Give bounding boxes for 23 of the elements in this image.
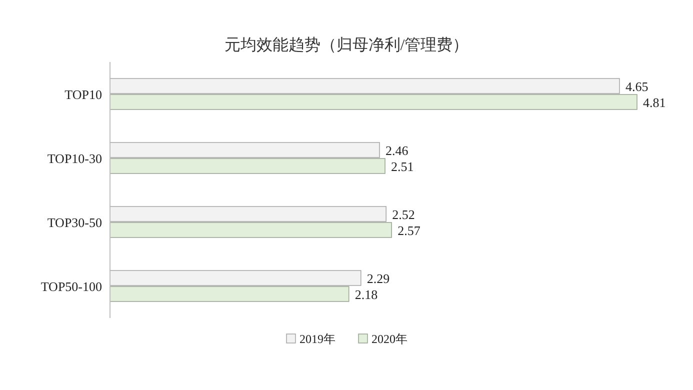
data-label: 2.46 bbox=[386, 143, 409, 158]
bar bbox=[110, 94, 638, 110]
data-label: 4.81 bbox=[643, 95, 666, 110]
y-tick-label: TOP30-50 bbox=[47, 215, 102, 230]
y-tick-label: TOP10-30 bbox=[47, 151, 102, 166]
legend-label: 2019年 bbox=[300, 332, 336, 346]
data-label: 2.57 bbox=[398, 223, 421, 238]
bar bbox=[110, 286, 350, 302]
bar bbox=[110, 158, 386, 174]
chart-title: 元均效能趋势（归母净利/管理费） bbox=[224, 36, 469, 54]
data-label: 2.18 bbox=[354, 287, 378, 302]
data-label: 4.65 bbox=[625, 79, 648, 94]
bar bbox=[110, 78, 620, 94]
bar bbox=[110, 142, 380, 158]
y-tick-label: TOP10 bbox=[64, 87, 102, 102]
data-label: 2.51 bbox=[391, 159, 414, 174]
y-tick-label: TOP50-100 bbox=[40, 279, 102, 294]
bar bbox=[110, 222, 392, 238]
data-label: 2.29 bbox=[366, 271, 390, 286]
legend-label: 2020年 bbox=[372, 332, 408, 346]
data-label: 2.52 bbox=[392, 207, 415, 222]
bar bbox=[110, 206, 386, 222]
bar bbox=[110, 270, 362, 286]
